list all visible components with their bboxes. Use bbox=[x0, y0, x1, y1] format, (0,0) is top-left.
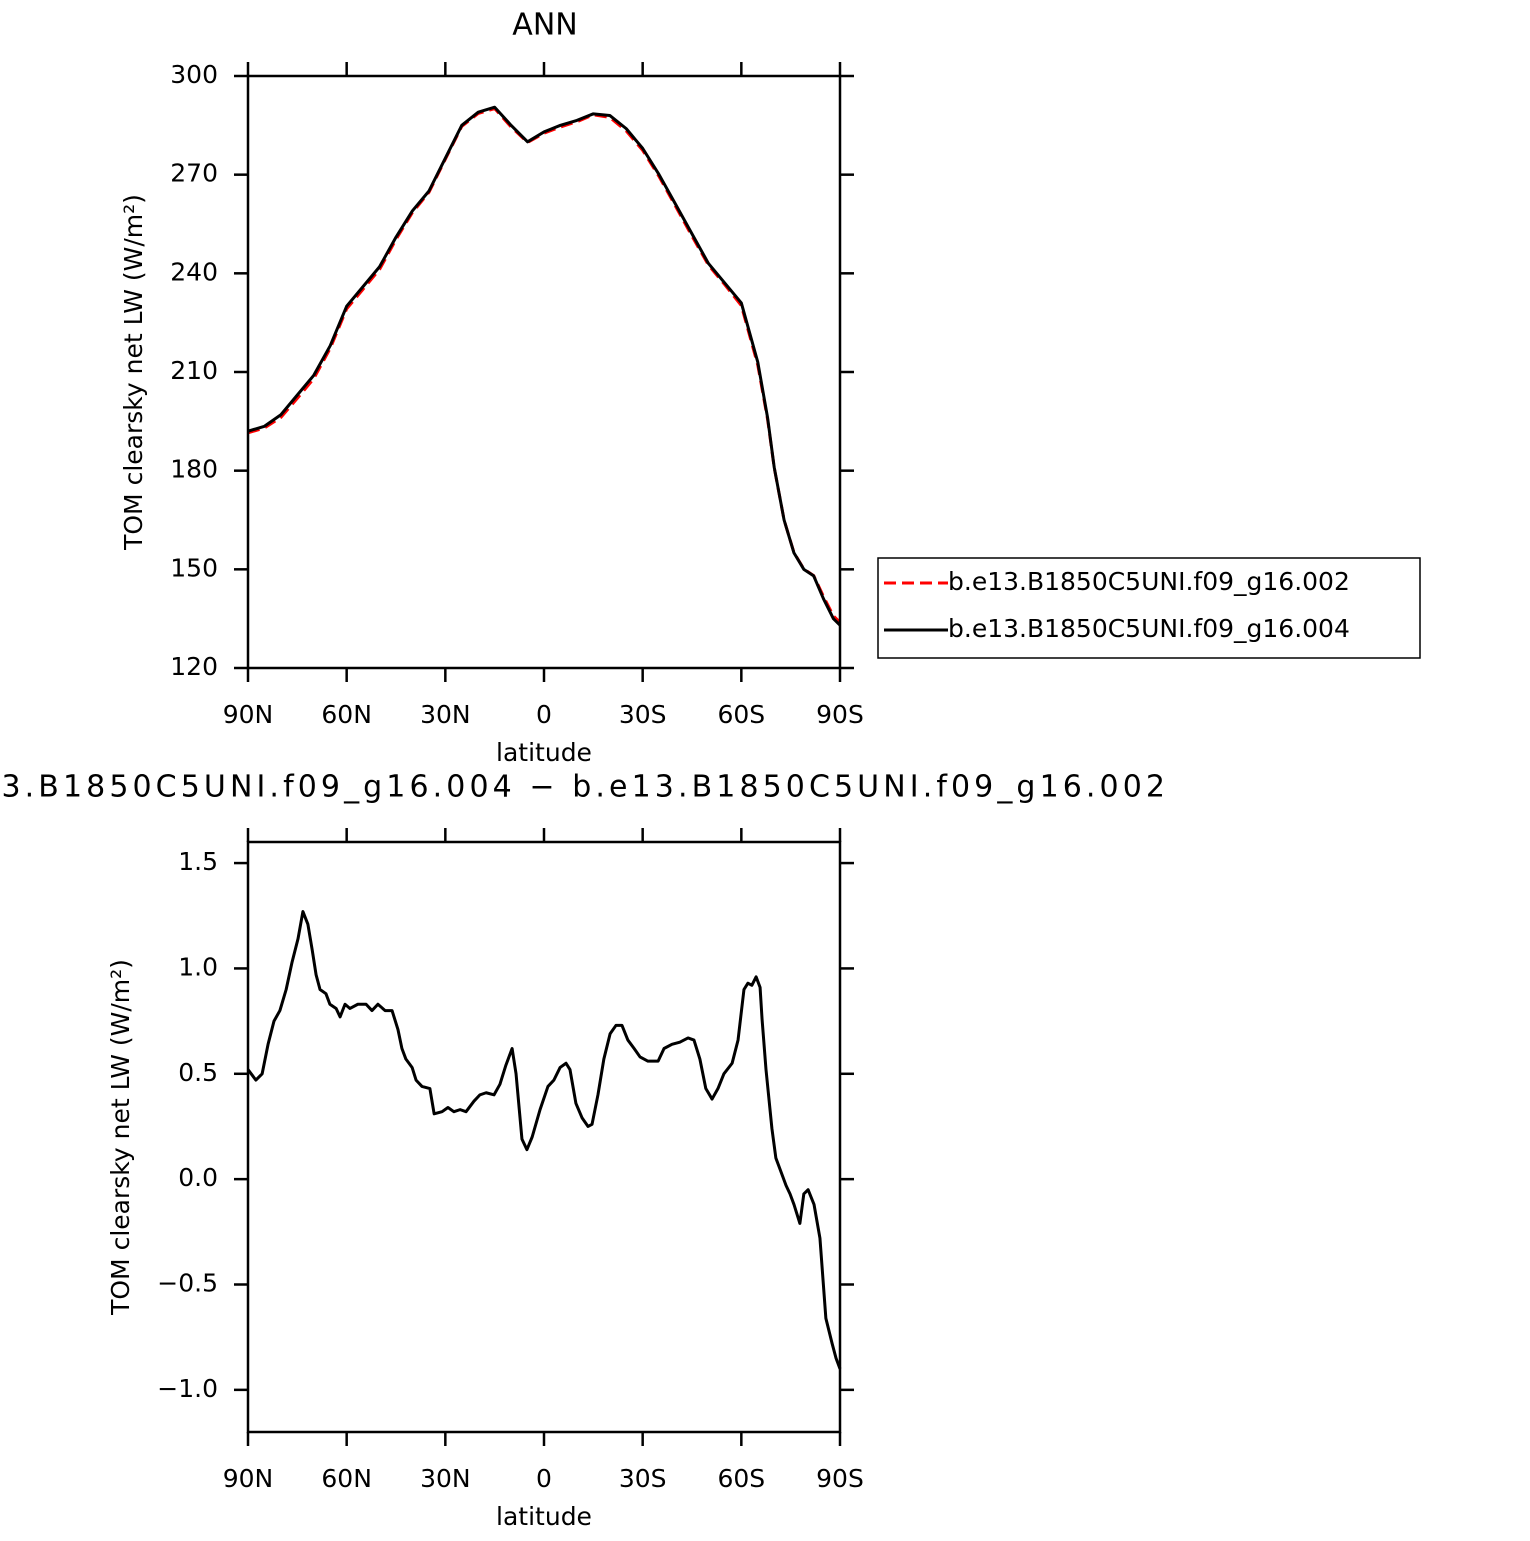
data-line bbox=[247, 105, 842, 627]
y-tick-label: −1.0 bbox=[157, 1374, 218, 1403]
y-axis-label: TOM clearsky net LW (W/m²) bbox=[106, 959, 135, 1316]
plot-frame bbox=[246, 840, 842, 1434]
x-tick-label: 60S bbox=[717, 1464, 765, 1493]
x-tick-label: 60S bbox=[717, 700, 765, 729]
y-axis-label: TOM clearsky net LW (W/m²) bbox=[119, 194, 148, 551]
y-tick-label: 150 bbox=[170, 553, 218, 582]
y-tick-label: 1.5 bbox=[178, 847, 218, 876]
y-tick-label: 300 bbox=[170, 60, 218, 89]
x-tick-label: 90S bbox=[816, 1464, 864, 1493]
legend-box bbox=[877, 557, 1421, 659]
x-tick-label: 60N bbox=[321, 700, 372, 729]
legend-label: b.e13.B1850C5UNI.f09_g16.002 bbox=[948, 567, 1350, 596]
x-tick-label: 90N bbox=[223, 1464, 274, 1493]
chart-title: ANN bbox=[512, 8, 577, 43]
x-tick-label: 0 bbox=[536, 700, 552, 729]
x-axis-label: latitude bbox=[496, 1502, 592, 1531]
y-tick-label: 0.5 bbox=[178, 1058, 218, 1087]
x-tick-label: 30S bbox=[619, 700, 667, 729]
data-line bbox=[247, 107, 842, 624]
data-line bbox=[246, 910, 842, 1370]
y-tick-label: 180 bbox=[170, 455, 218, 484]
y-tick-label: 120 bbox=[170, 652, 218, 681]
x-tick-label: 30S bbox=[619, 1464, 667, 1493]
y-tick-label: 0.0 bbox=[178, 1163, 218, 1192]
x-tick-label: 30N bbox=[420, 1464, 471, 1493]
y-tick-label: 1.0 bbox=[178, 952, 218, 981]
chart-title: b.e13.B1850C5UNI.f09_g16.004 − b.e13.B18… bbox=[0, 770, 1165, 805]
x-tick-label: 60N bbox=[321, 1464, 372, 1493]
y-tick-label: 270 bbox=[170, 159, 218, 188]
x-tick-label: 0 bbox=[536, 1464, 552, 1493]
x-tick-label: 30N bbox=[420, 700, 471, 729]
y-tick-label: 240 bbox=[170, 257, 218, 286]
y-tick-label: −0.5 bbox=[157, 1269, 218, 1298]
legend-label: b.e13.B1850C5UNI.f09_g16.004 bbox=[948, 614, 1350, 643]
x-tick-label: 90N bbox=[223, 700, 274, 729]
x-axis-label: latitude bbox=[496, 738, 592, 767]
plot-frame bbox=[246, 74, 842, 670]
y-tick-label: 210 bbox=[170, 356, 218, 385]
x-tick-label: 90S bbox=[816, 700, 864, 729]
